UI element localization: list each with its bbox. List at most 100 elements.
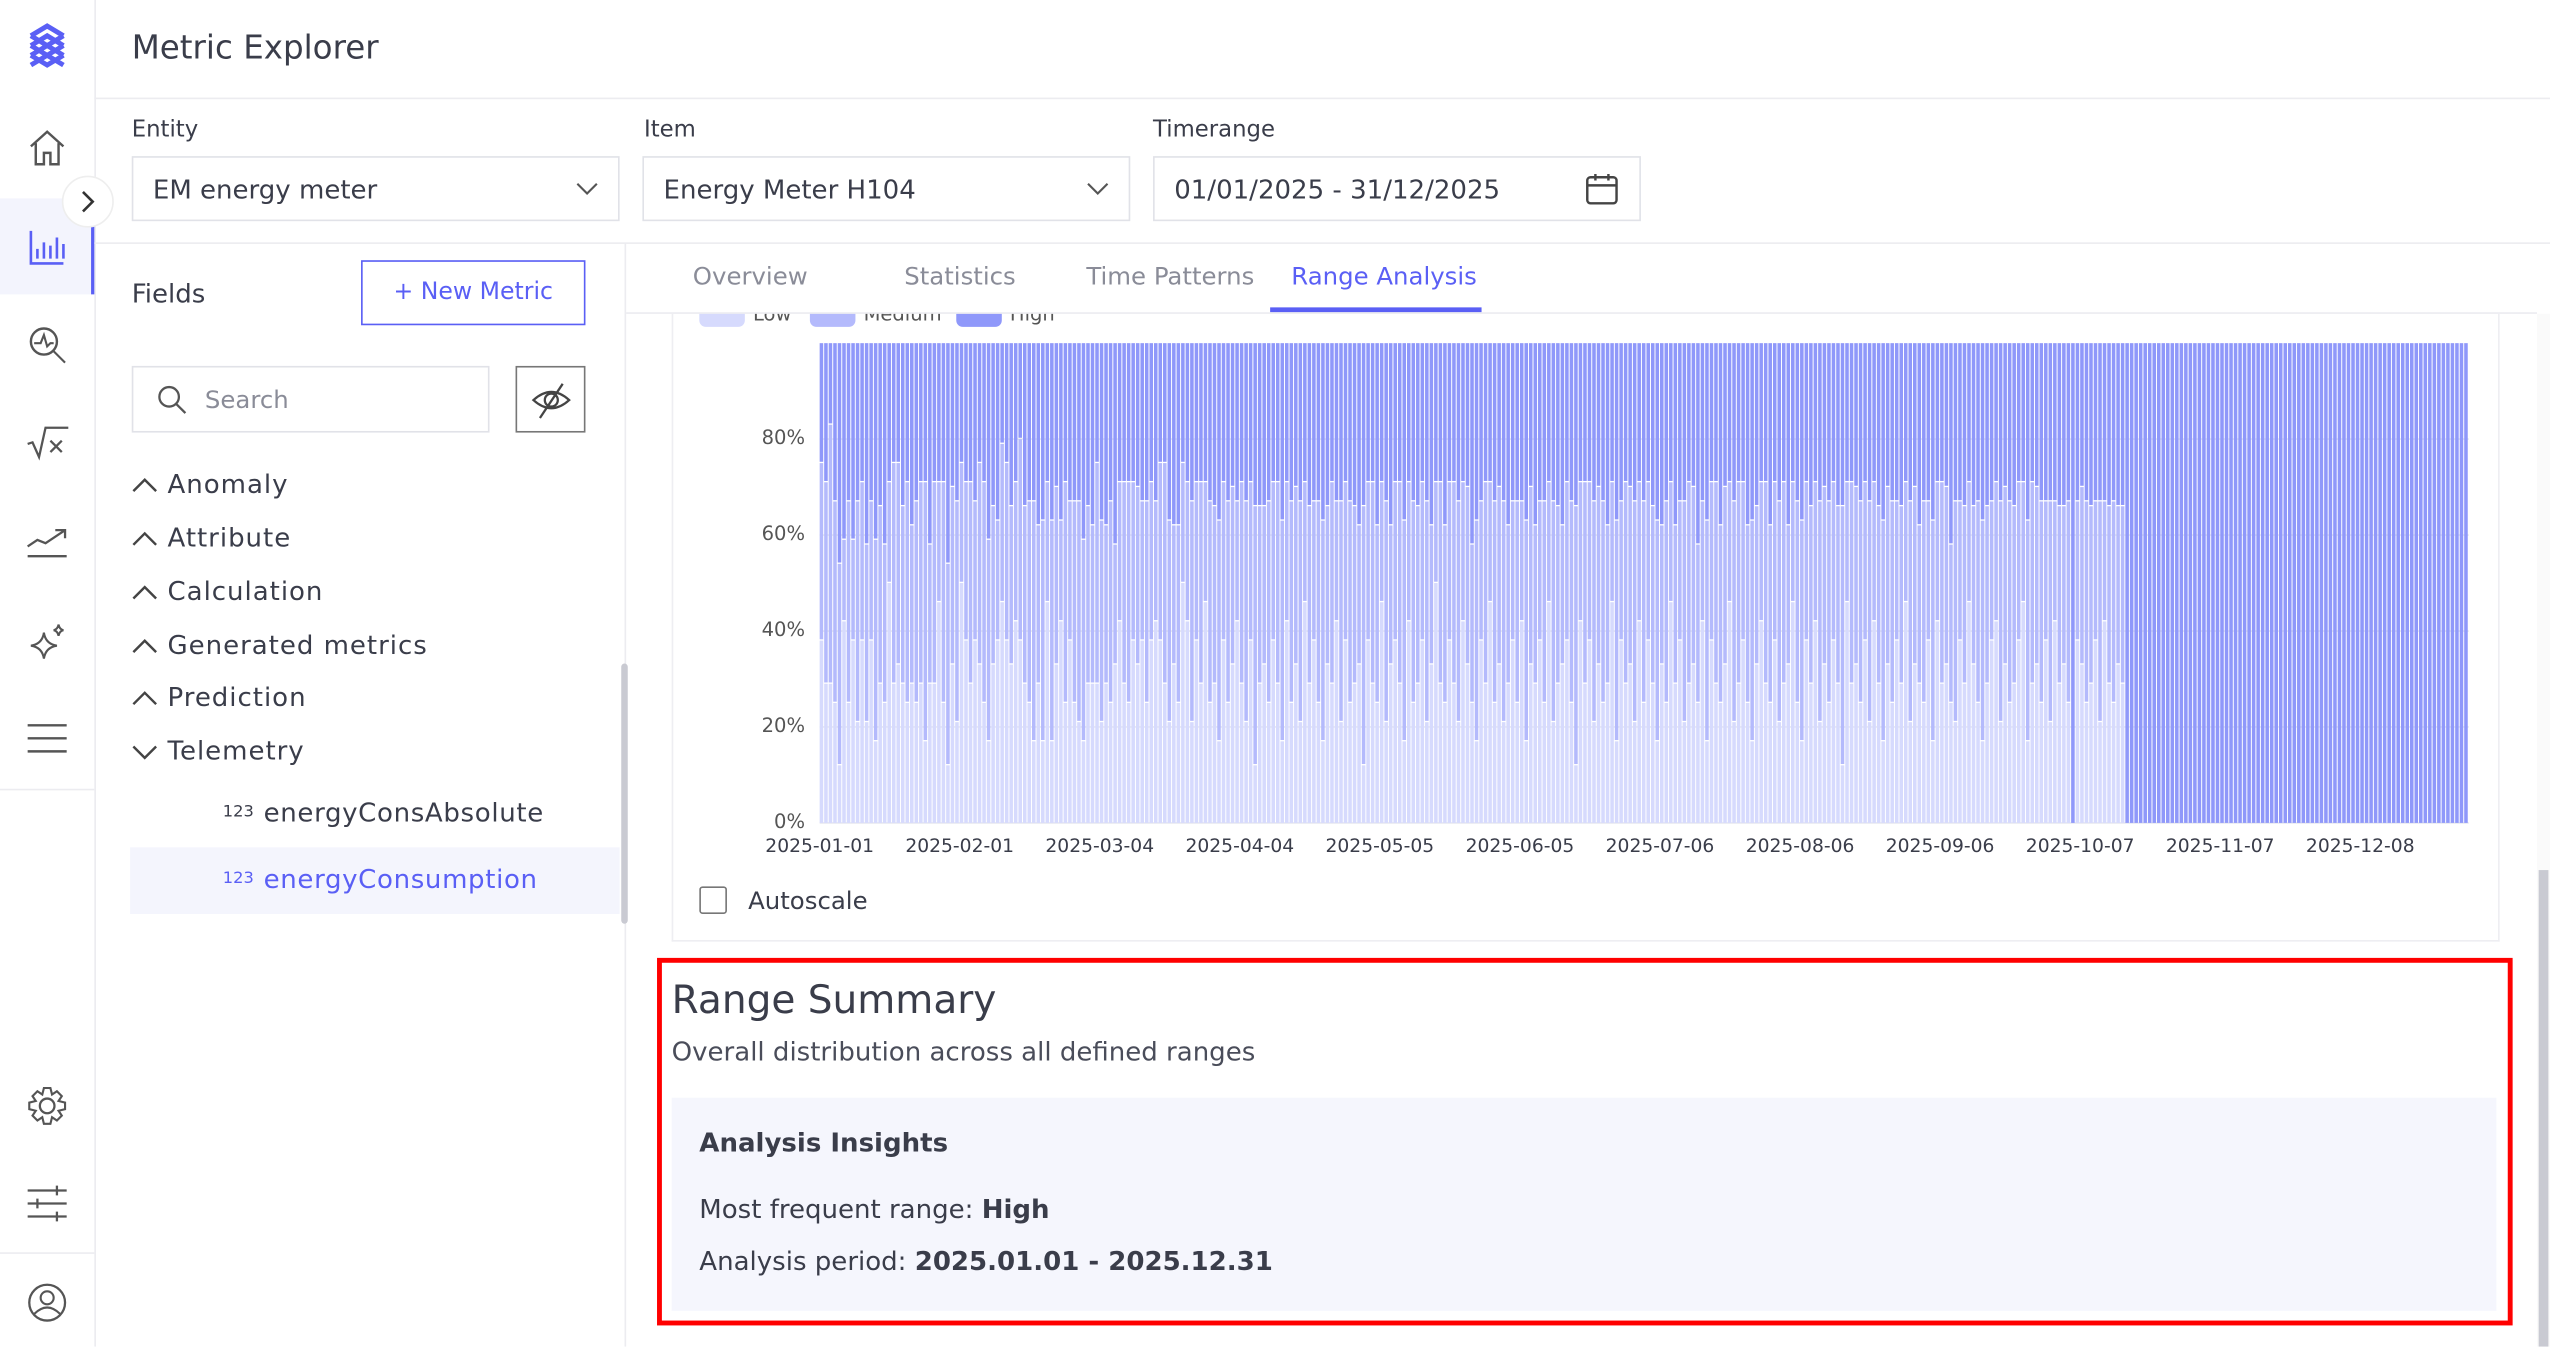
bar-low[interactable] — [1763, 683, 1768, 823]
bar-low[interactable] — [1709, 640, 1714, 823]
bar-medium[interactable] — [2062, 506, 2066, 664]
bar-medium[interactable] — [1361, 506, 1366, 765]
bar-high[interactable] — [1872, 343, 1876, 481]
bar-high[interactable] — [882, 343, 887, 544]
bar-medium[interactable] — [977, 463, 982, 664]
bar-low[interactable] — [1257, 683, 1262, 823]
field-group-calculation[interactable]: Calculation — [132, 576, 324, 607]
bar-medium[interactable] — [2116, 506, 2120, 664]
bar-medium[interactable] — [905, 482, 910, 702]
bar-medium[interactable] — [855, 501, 860, 721]
bar-low[interactable] — [1542, 702, 1547, 823]
bar-high[interactable] — [2351, 343, 2355, 823]
bar-high[interactable] — [1131, 343, 1135, 481]
bar-high[interactable] — [991, 343, 995, 505]
bar-high[interactable] — [1605, 343, 1610, 525]
bar-low[interactable] — [1696, 702, 1700, 823]
bar-low[interactable] — [1239, 683, 1244, 823]
bar-low[interactable] — [910, 683, 914, 823]
bar-high[interactable] — [973, 343, 977, 501]
bar-high[interactable] — [2161, 343, 2166, 823]
bar-low[interactable] — [824, 683, 828, 823]
bar-high[interactable] — [873, 343, 878, 539]
bar-low[interactable] — [1140, 640, 1144, 823]
bar-low[interactable] — [1673, 683, 1678, 823]
bar-medium[interactable] — [986, 539, 991, 741]
bar-high[interactable] — [2432, 343, 2437, 823]
bar-high[interactable] — [2310, 343, 2315, 823]
bar-medium[interactable] — [1253, 506, 1257, 765]
bar-medium[interactable] — [1840, 506, 1845, 765]
bar-high[interactable] — [1235, 343, 1239, 501]
bar-high[interactable] — [1863, 343, 1867, 481]
bar-high[interactable] — [1443, 343, 1447, 525]
bar-high[interactable] — [2256, 343, 2260, 823]
bar-medium[interactable] — [1962, 506, 1967, 683]
bar-high[interactable] — [1470, 343, 1474, 544]
bar-high[interactable] — [2215, 343, 2220, 823]
bar-medium[interactable] — [1894, 501, 1899, 640]
bar-medium[interactable] — [928, 544, 932, 683]
bar-medium[interactable] — [1899, 506, 1903, 683]
bar-high[interactable] — [1370, 343, 1375, 481]
bar-low[interactable] — [968, 683, 973, 823]
bar-medium[interactable] — [1985, 506, 1989, 683]
bar-high[interactable] — [1208, 343, 1212, 501]
bar-high[interactable] — [1732, 343, 1736, 501]
bar-medium[interactable] — [1510, 501, 1515, 640]
bar-high[interactable] — [1185, 343, 1190, 481]
bar-medium[interactable] — [950, 487, 955, 664]
bar-high[interactable] — [1899, 343, 1903, 505]
bar-low[interactable] — [1307, 683, 1312, 823]
bar-low[interactable] — [1899, 683, 1903, 823]
bar-high[interactable] — [1628, 343, 1632, 486]
field-group-attribute[interactable]: Attribute — [132, 522, 291, 553]
bar-low[interactable] — [1587, 640, 1592, 823]
bar-medium[interactable] — [1818, 501, 1822, 721]
field-energyConsAbsolute[interactable]: 123 energyConsAbsolute — [223, 797, 544, 828]
bar-high[interactable] — [2319, 343, 2324, 823]
bar-medium[interactable] — [1339, 501, 1343, 721]
bar-low[interactable] — [1637, 621, 1641, 823]
bar-medium[interactable] — [1781, 482, 1786, 683]
bar-low[interactable] — [1524, 741, 1529, 823]
bar-medium[interactable] — [1262, 506, 1266, 664]
bar-high[interactable] — [2057, 343, 2062, 505]
bar-medium[interactable] — [1474, 520, 1479, 741]
bar-low[interactable] — [819, 640, 824, 823]
bar-low[interactable] — [1054, 664, 1059, 823]
bar-high[interactable] — [1700, 343, 1705, 501]
bar-high[interactable] — [1397, 343, 1402, 481]
bar-medium[interactable] — [873, 539, 878, 741]
bar-low[interactable] — [1777, 722, 1782, 823]
bar-low[interactable] — [1592, 722, 1596, 823]
bar-medium[interactable] — [1068, 501, 1072, 640]
bar-low[interactable] — [1357, 664, 1361, 823]
bar-low[interactable] — [2062, 664, 2066, 823]
bar-low[interactable] — [986, 741, 991, 823]
bar-low[interactable] — [1050, 741, 1054, 823]
bar-medium[interactable] — [1822, 487, 1827, 664]
bar-low[interactable] — [1786, 664, 1791, 823]
bar-medium[interactable] — [1980, 520, 1985, 741]
bar-low[interactable] — [2039, 702, 2044, 823]
bar-medium[interactable] — [991, 506, 995, 664]
bar-high[interactable] — [2242, 343, 2247, 823]
bar-low[interactable] — [1569, 702, 1574, 823]
bar-high[interactable] — [2197, 343, 2202, 823]
bar-medium[interactable] — [1456, 501, 1461, 721]
bar-medium[interactable] — [968, 482, 973, 683]
bar-medium[interactable] — [1135, 487, 1140, 664]
bar-high[interactable] — [1420, 343, 1425, 481]
bar-low[interactable] — [1266, 702, 1271, 823]
bar-medium[interactable] — [1583, 482, 1587, 683]
bar-high[interactable] — [1696, 343, 1700, 544]
bar-high[interactable] — [1081, 343, 1086, 539]
bar-medium[interactable] — [1958, 501, 1962, 640]
main-scrollbar-thumb[interactable] — [2538, 870, 2549, 1347]
bar-low[interactable] — [1366, 640, 1370, 823]
bar-medium[interactable] — [842, 539, 846, 621]
bar-medium[interactable] — [1845, 482, 1849, 601]
bar-low[interactable] — [1131, 640, 1135, 823]
bar-low[interactable] — [878, 683, 882, 823]
